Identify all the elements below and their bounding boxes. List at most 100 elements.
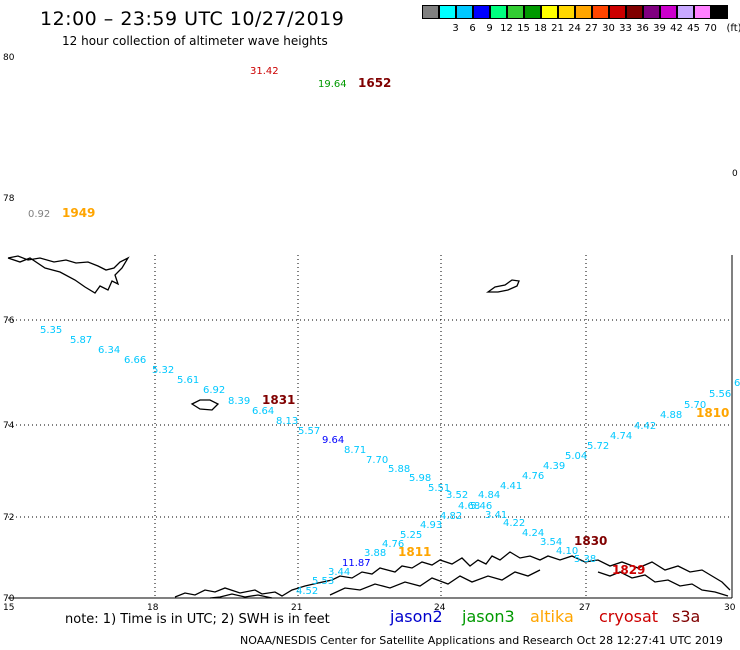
wave-height-label: 4.82 <box>440 511 462 522</box>
pass-time-label: 1810 <box>696 406 729 420</box>
wave-height-label: 11.87 <box>342 558 371 569</box>
scale-label: 70 <box>704 23 717 34</box>
footer-credit: NOAA/NESDIS Center for Satellite Applica… <box>240 634 723 647</box>
wave-height-label: 3.54 <box>540 537 562 548</box>
lon-label-30: 30 <box>724 603 736 613</box>
lat-label-78: 78 <box>3 194 15 204</box>
graticule <box>8 255 732 598</box>
axis-labels: 80 78 76 74 72 70 15 18 21 24 27 30 0 <box>3 53 738 613</box>
lon-label-21: 21 <box>291 603 302 613</box>
lon-label-24: 24 <box>434 603 446 613</box>
wave-height-label: 3.41 <box>485 510 507 521</box>
wave-height-label: 6.64 <box>252 406 274 417</box>
wave-height-label: 4.88 <box>660 410 682 421</box>
wave-height-label: 4.68 <box>458 501 480 512</box>
scale-label: 27 <box>585 23 598 34</box>
coastline-bear-island <box>190 399 220 411</box>
wave-height-label: 8.71 <box>344 445 366 456</box>
wave-height-label: 4.76 <box>382 539 404 550</box>
scale-swatch <box>677 5 694 19</box>
wave-height-label: 3.52 <box>446 490 468 501</box>
scale-label: 39 <box>653 23 666 34</box>
scale-swatch <box>422 5 439 19</box>
legend-altika: altika <box>530 607 574 626</box>
wave-height-label: 5.38 <box>574 554 596 565</box>
lat-label-70: 70 <box>3 594 15 604</box>
scale-label: 9 <box>486 23 493 34</box>
wave-height-label: 4.74 <box>610 431 632 442</box>
map-title: 12:00 – 23:59 UTC 10/27/2019 <box>40 8 345 30</box>
wave-height-label: 19.64 <box>318 79 347 90</box>
scale-label: 42 <box>670 23 683 34</box>
scale-swatch <box>592 5 609 19</box>
pass-time-label: 1811 <box>398 545 431 559</box>
scale-swatch <box>609 5 626 19</box>
map-subtitle: 12 hour collection of altimeter wave hei… <box>62 34 328 48</box>
scale-label: 36 <box>636 23 649 34</box>
coastline-fjord-1 <box>329 569 541 596</box>
scale-label: 3 <box>452 23 459 34</box>
wave-height-label: 5.04 <box>565 451 587 462</box>
wave-height-label: 3.88 <box>364 548 386 559</box>
legend-cryosat: cryosat <box>599 607 659 626</box>
scale-swatch <box>575 5 592 19</box>
wave-height-label: 4.39 <box>543 461 565 472</box>
legend-s3a: s3a <box>672 607 701 626</box>
wave-height-label: 5.53 <box>312 576 334 587</box>
scale-label: 33 <box>619 23 632 34</box>
wave-height-label: 5.61 <box>177 375 199 386</box>
scale-swatch <box>490 5 507 19</box>
wave-height-label: 5.98 <box>409 473 431 484</box>
pass-time-label: 1831 <box>262 393 295 407</box>
scale-swatch <box>507 5 524 19</box>
wave-height-label: 4.41 <box>500 481 522 492</box>
wave-height-label: 5.35 <box>40 325 62 336</box>
scale-swatch <box>660 5 677 19</box>
scale-unit-label: (ft) <box>726 23 740 34</box>
wave-height-label: 4.24 <box>522 528 544 539</box>
wave-height-label: 5.70 <box>684 400 706 411</box>
lat-label-72: 72 <box>3 513 14 523</box>
wave-height-label: 5.56 <box>709 389 731 400</box>
scale-label: 15 <box>517 23 530 34</box>
wave-height-label: 4.10 <box>556 546 578 557</box>
coastline-spitsbergen <box>7 255 130 294</box>
wave-height-label: 9.64 <box>322 435 344 446</box>
wave-height-label: 5.87 <box>70 335 92 346</box>
wave-height-label: 4.22 <box>503 518 525 529</box>
lat-label-76: 76 <box>3 316 15 326</box>
wave-height-label: 7.70 <box>366 455 388 466</box>
coastline <box>7 255 731 599</box>
pass-time-label: 1830 <box>574 534 607 548</box>
scale-swatch <box>694 5 711 19</box>
scale-swatch <box>541 5 558 19</box>
pass-time-label: 1829 <box>612 563 645 577</box>
coastline-norway-south <box>209 593 273 599</box>
wave-height-label: 8.13 <box>276 416 298 427</box>
scale-label: 21 <box>551 23 564 34</box>
scale-label: 18 <box>534 23 547 34</box>
observation-labels: 31.42 19.64 1652 0.92 1949 5.35 5.87 6.34 6.66 5.… <box>28 66 740 597</box>
wave-height-label: 5.46 <box>470 501 492 512</box>
footer-note: note: 1) Time is in UTC; 2) SWH is in fe… <box>65 612 330 627</box>
scale-swatch <box>524 5 541 19</box>
legend-jason2: jason2 <box>390 607 443 626</box>
wave-height-label: 5.25 <box>400 530 422 541</box>
wave-height-label: 5.32 <box>152 365 174 376</box>
scale-label: 12 <box>500 23 513 34</box>
scale-label: 6 <box>469 23 476 34</box>
wave-height-label: 4.42 <box>634 421 656 432</box>
lon-label-18: 18 <box>147 603 159 613</box>
wave-height-label: 4.84 <box>478 490 500 501</box>
wave-height-label: 4.76 <box>522 471 544 482</box>
lon-label-15: 15 <box>3 603 14 613</box>
scale-swatch <box>626 5 643 19</box>
wave-height-label: 5.57 <box>298 426 320 437</box>
coastline-islet <box>485 279 520 293</box>
wave-height-label: 6.92 <box>203 385 225 396</box>
coastline-norway <box>174 551 731 598</box>
lon-label-27: 27 <box>579 603 590 613</box>
coastline-fjord-2 <box>597 571 729 597</box>
wave-height-label: 3.44 <box>328 567 350 578</box>
